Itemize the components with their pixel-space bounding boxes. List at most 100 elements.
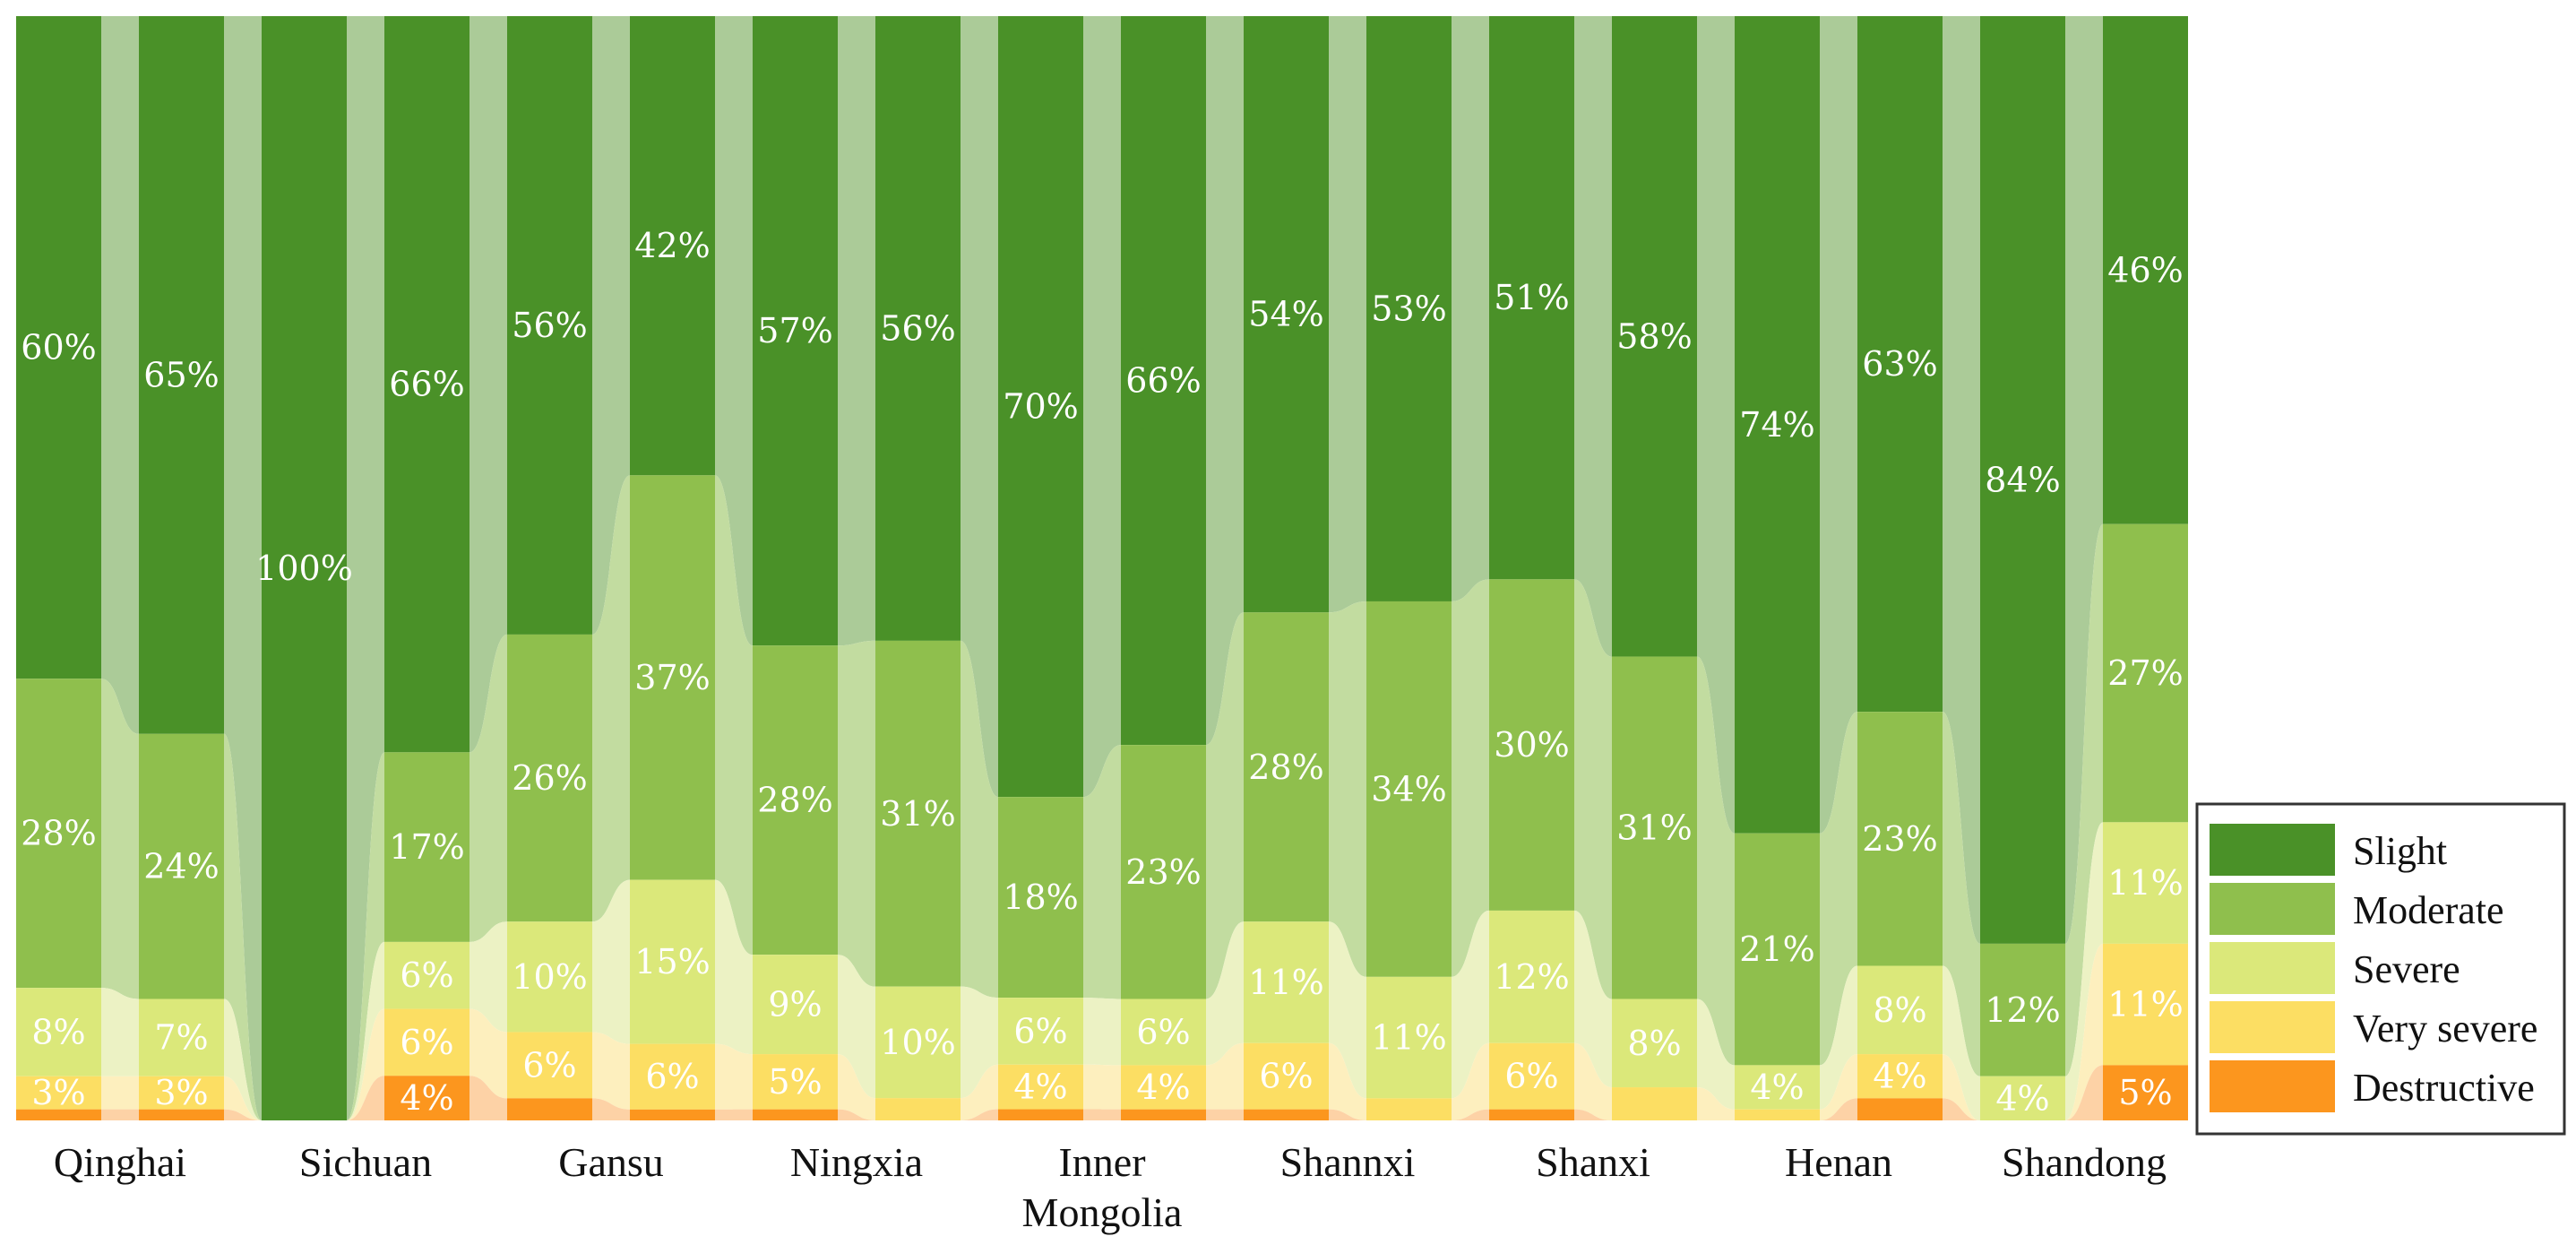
bar-14-moderate	[1612, 656, 1697, 999]
bar-11-moderate	[1244, 612, 1329, 922]
bar-1-slight	[16, 16, 101, 679]
flow-6-slight	[715, 16, 753, 646]
bar-16-severe	[1857, 965, 1943, 1055]
flow-10-moderate	[1206, 612, 1244, 999]
flow-10-very-severe	[1206, 1042, 1244, 1110]
label-18-very-severe: 11%	[2107, 985, 2183, 1025]
bar-6-severe	[630, 879, 715, 1044]
flow-15-severe	[1820, 965, 1857, 1110]
bar-15-slight	[1735, 16, 1820, 834]
label-11-slight: 54%	[1248, 295, 1323, 334]
label-18-slight: 46%	[2107, 250, 2183, 290]
label-13-moderate: 30%	[1494, 725, 1569, 765]
flow-3-severe	[347, 941, 384, 1120]
label-6-severe: 15%	[634, 942, 710, 981]
label-14-moderate: 31%	[1616, 808, 1692, 848]
bar-5-very-severe	[507, 1032, 592, 1099]
flow-5-moderate	[592, 475, 630, 922]
bar-6-very-severe	[630, 1043, 715, 1110]
flow-4-slight	[470, 16, 507, 753]
label-10-very-severe: 4%	[1136, 1068, 1190, 1107]
label-7-slight: 57%	[757, 311, 832, 350]
label-16-moderate: 23%	[1862, 819, 1937, 859]
bar-7-moderate	[753, 645, 838, 955]
flow-2-very-severe	[224, 1076, 262, 1120]
label-12-severe: 11%	[1371, 1018, 1446, 1058]
label-18-moderate: 27%	[2107, 653, 2183, 693]
legend-label-very-severe: Very severe	[2353, 1007, 2537, 1050]
bar-11-destructive	[1244, 1109, 1329, 1120]
bar-18-severe	[2103, 822, 2188, 944]
label-14-slight: 58%	[1616, 316, 1692, 356]
bars	[16, 16, 2188, 1120]
bar-13-severe	[1489, 910, 1574, 1043]
flow-13-moderate	[1574, 579, 1612, 999]
bar-6-slight	[630, 16, 715, 476]
bar-16-moderate	[1857, 712, 1943, 966]
label-18-destructive: 5%	[2118, 1073, 2172, 1112]
category-label-shannxi: Shannxi	[1280, 1139, 1416, 1185]
flow-6-destructive	[715, 1109, 753, 1120]
label-15-severe: 4%	[1750, 1068, 1804, 1107]
flow-9-severe	[1083, 998, 1121, 1066]
flow-13-severe	[1574, 910, 1612, 1088]
flow-bands	[101, 16, 2103, 1120]
label-4-slight: 66%	[389, 365, 464, 404]
label-15-slight: 74%	[1739, 405, 1814, 445]
flow-8-destructive	[961, 1109, 998, 1120]
label-9-severe: 6%	[1013, 1011, 1067, 1050]
bar-2-slight	[139, 16, 224, 734]
flow-5-severe	[592, 879, 630, 1044]
bar-15-severe	[1735, 1065, 1820, 1110]
category-label-inner-mongolia: Inner Mongolia	[1022, 1139, 1183, 1235]
flow-17-severe	[2065, 822, 2103, 1120]
bar-4-very-severe	[384, 1008, 470, 1076]
bar-8-slight	[875, 16, 961, 641]
bar-3-slight	[262, 16, 347, 1120]
bar-10-very-severe	[1121, 1065, 1206, 1110]
flow-1-severe	[101, 988, 139, 1076]
label-11-very-severe: 6%	[1259, 1057, 1313, 1096]
bar-10-moderate	[1121, 745, 1206, 999]
flow-13-very-severe	[1574, 1042, 1612, 1120]
bar-10-destructive	[1121, 1109, 1206, 1120]
bar-9-destructive	[998, 1109, 1083, 1120]
label-4-destructive: 4%	[400, 1078, 453, 1118]
flow-7-very-severe	[838, 1054, 875, 1120]
bar-9-very-severe	[998, 1064, 1083, 1110]
label-4-severe: 6%	[400, 955, 453, 995]
label-8-slight: 56%	[880, 308, 955, 348]
label-7-very-severe: 5%	[768, 1062, 822, 1102]
bar-6-moderate	[630, 475, 715, 880]
bar-6-destructive	[630, 1109, 715, 1120]
bar-13-very-severe	[1489, 1042, 1574, 1110]
label-5-severe: 10%	[512, 957, 587, 997]
flow-10-slight	[1206, 16, 1244, 746]
bar-7-severe	[753, 955, 838, 1055]
bar-1-severe	[16, 988, 101, 1076]
bar-5-destructive	[507, 1098, 592, 1120]
label-2-moderate: 24%	[143, 847, 219, 886]
label-12-moderate: 34%	[1371, 769, 1446, 808]
flow-14-moderate	[1697, 656, 1735, 1066]
category-label-qinghai: Qinghai	[54, 1139, 186, 1185]
category-labels: Qinghai Sichuan Gansu Ningxia Inner Mongolia S…	[54, 1139, 2167, 1235]
flow-6-severe	[715, 879, 753, 1055]
flow-14-slight	[1697, 16, 1735, 834]
bar-17-moderate	[1980, 943, 2065, 1076]
bar-4-severe	[384, 941, 470, 1009]
flow-15-destructive	[1820, 1098, 1857, 1120]
flow-6-very-severe	[715, 1043, 753, 1110]
flow-14-very-severe	[1697, 1087, 1735, 1120]
flow-16-very-severe	[1943, 1054, 1980, 1120]
bar-7-very-severe	[753, 1054, 838, 1110]
flow-2-slight	[224, 16, 262, 1120]
bar-17-severe	[1980, 1076, 2065, 1120]
label-8-moderate: 31%	[880, 794, 955, 834]
segment-labels: 60% 28% 8% 3% 65% 24% 7% 3% 100% 66% 17% 6% 6% 4% 56% 2…	[21, 226, 2183, 1118]
bar-2-very-severe	[139, 1076, 224, 1110]
flow-7-moderate	[838, 640, 875, 987]
label-13-slight: 51%	[1494, 278, 1569, 317]
flow-9-very-severe	[1083, 1064, 1121, 1110]
bar-17-slight	[1980, 16, 2065, 944]
